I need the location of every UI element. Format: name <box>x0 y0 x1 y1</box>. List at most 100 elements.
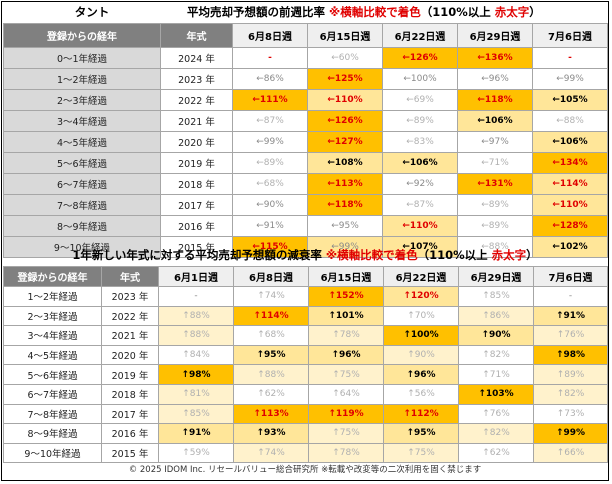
data-cell: ←89% <box>232 152 308 174</box>
row-year: 2023 年 <box>160 68 233 90</box>
data-cell: ↑62% <box>233 383 309 405</box>
data-cell: ↑82% <box>458 344 534 366</box>
data-cell: ←113% <box>307 173 383 195</box>
data-cell: ←87% <box>382 194 458 216</box>
column-header: 6月1日週 <box>158 266 234 287</box>
data-cell: ←111% <box>232 89 308 111</box>
data-cell: ←91% <box>232 215 308 237</box>
data-cell: ↑85% <box>458 286 534 307</box>
data-cell: ←99% <box>232 131 308 153</box>
data-cell: ←110% <box>532 194 608 216</box>
data-cell: ↑91% <box>158 423 234 444</box>
row-year: 2020 年 <box>160 131 233 153</box>
weekly-ratio-red-bold-note: 赤太字 <box>494 5 530 19</box>
data-cell: ↑112% <box>383 403 459 425</box>
data-cell: ↑78% <box>308 442 384 464</box>
row-year: 2021 年 <box>160 110 233 132</box>
row-header: 登録からの経年 <box>3 266 102 287</box>
data-cell: ↑71% <box>458 364 534 385</box>
column-header: 6月29日週 <box>457 23 533 48</box>
data-cell: ←68% <box>232 173 308 195</box>
column-header: 6月15日週 <box>308 266 384 287</box>
data-cell: ↑100% <box>383 325 459 346</box>
data-cell: ↑101% <box>308 305 384 327</box>
table-row: 9～10年経過 2015 年 ↑59% ↑74% ↑78% ↑75% ↑62% ↑66% <box>3 442 608 464</box>
row-label: 9～10年経過 <box>3 236 161 258</box>
data-cell: ↑62% <box>458 442 534 464</box>
column-header: 6月15日週 <box>307 23 383 48</box>
row-year: 2020 年 <box>101 344 159 366</box>
row-label: 2～3年経過 <box>3 89 161 111</box>
data-cell: ←114% <box>532 173 608 195</box>
data-cell: ↑95% <box>383 423 459 444</box>
data-cell: ↑119% <box>308 403 384 425</box>
row-year: 2016 年 <box>101 423 159 444</box>
data-cell: - <box>158 286 234 307</box>
row-label: 6～7年経過 <box>3 383 102 405</box>
row-label: 6～7年経過 <box>3 173 161 195</box>
data-cell: ↑98% <box>158 364 234 385</box>
data-cell: ↑90% <box>383 344 459 366</box>
row-label: 7～8年経過 <box>3 403 102 425</box>
data-cell: ←89% <box>457 215 533 237</box>
row-year: 2015 年 <box>101 442 159 464</box>
column-header: 6月22日週 <box>383 266 459 287</box>
row-label: 3～4年経過 <box>3 325 102 346</box>
data-cell: ↑113% <box>233 403 309 425</box>
row-header: 登録からの経年 <box>3 23 161 48</box>
decay-rate-title: 1年新しい年式に対する平均売却予想額の減衰率 ※横軸比較で着色（110%以上 赤… <box>2 246 608 264</box>
weekly-ratio-note: ※横軸比較で着色 <box>329 5 421 19</box>
decay-rate-table: 登録からの経年 年式 6月1日週 6月8日週 6月15日週 6月22日週 6月2… <box>3 266 608 464</box>
data-cell: ↑96% <box>308 344 384 366</box>
data-cell: ←102% <box>532 236 608 258</box>
row-label: 5～6年経過 <box>3 152 161 174</box>
row-label: 4～5年経過 <box>3 131 161 153</box>
row-year: 2018 年 <box>160 173 233 195</box>
data-cell: ←118% <box>307 194 383 216</box>
data-cell: ←83% <box>382 131 458 153</box>
table-row: 6～7年経過 2018 年 ↑81% ↑62% ↑64% ↑56% ↑103% ↑82% <box>3 383 608 405</box>
table-row: 5～6年経過 2019 年 ←89% ←108% ←106% ←71% ←134% <box>3 152 608 174</box>
data-cell: ↑120% <box>383 286 459 307</box>
data-cell: - <box>532 47 608 69</box>
table-row: 2～3年経過 2022 年 ←111% ←110% ←69% ←118% ←105% <box>3 89 608 111</box>
data-cell: ↑86% <box>458 305 534 327</box>
data-cell: ←105% <box>532 89 608 111</box>
table-row: 5～6年経過 2019 年 ↑98% ↑88% ↑75% ↑96% ↑71% ↑89% <box>3 364 608 385</box>
data-cell: ←97% <box>457 131 533 153</box>
data-cell: ↑85% <box>158 403 234 425</box>
data-cell: ←125% <box>307 68 383 90</box>
row-year: 2018 年 <box>101 383 159 405</box>
weekly-ratio-table: 登録からの経年 年式 6月8日週 6月15日週 6月22日週 6月29日週 7月… <box>3 23 608 258</box>
table-row: 7～8年経過 2017 年 ↑85% ↑113% ↑119% ↑112% ↑76% ↑73% <box>3 403 608 425</box>
data-cell: ←106% <box>532 131 608 153</box>
row-label: 8～9年経過 <box>3 215 161 237</box>
data-cell: ↑75% <box>308 423 384 444</box>
car-model-label: タント <box>74 5 110 19</box>
data-cell: ←99% <box>307 236 383 258</box>
table-row: 0～1年経過 2024 年 - ←60% ←126% ←136% - <box>3 47 608 69</box>
row-year: 2017 年 <box>101 403 159 425</box>
data-cell: ←90% <box>232 194 308 216</box>
column-header: 6月29日週 <box>458 266 534 287</box>
weekly-ratio-title: 平均売却予想額の前週比率 ※横軸比較で着色（110%以上 赤太字） <box>187 3 541 21</box>
table-row: 6～7年経過 2018 年 ←68% ←113% ←92% ←131% ←114% <box>3 173 608 195</box>
data-cell: ←89% <box>382 110 458 132</box>
data-cell: ↑74% <box>233 442 309 464</box>
data-cell: ↑82% <box>533 383 608 405</box>
row-year: 2021 年 <box>101 325 159 346</box>
table-row: 4～5年経過 2020 年 ↑84% ↑95% ↑96% ↑90% ↑82% ↑98% <box>3 344 608 366</box>
weekly-ratio-paren-end: ） <box>529 5 541 19</box>
table-row: 7～8年経過 2017 年 ←90% ←118% ←87% ←89% ←110% <box>3 194 608 216</box>
table-row: 8～9年経過 2016 年 ←91% ←95% ←110% ←89% ←128% <box>3 215 608 237</box>
data-cell: ←131% <box>457 173 533 195</box>
data-cell: ↑88% <box>233 364 309 385</box>
table-row: 2～3年経過 2022 年 ↑88% ↑114% ↑101% ↑70% ↑86% ↑91% <box>3 305 608 327</box>
data-cell: ←134% <box>532 152 608 174</box>
data-cell: ↑75% <box>308 364 384 385</box>
data-cell: ←69% <box>382 89 458 111</box>
data-cell: ←127% <box>307 131 383 153</box>
row-label: 0～1年経過 <box>3 47 161 69</box>
data-cell: ←89% <box>457 194 533 216</box>
data-cell: ←88% <box>532 110 608 132</box>
